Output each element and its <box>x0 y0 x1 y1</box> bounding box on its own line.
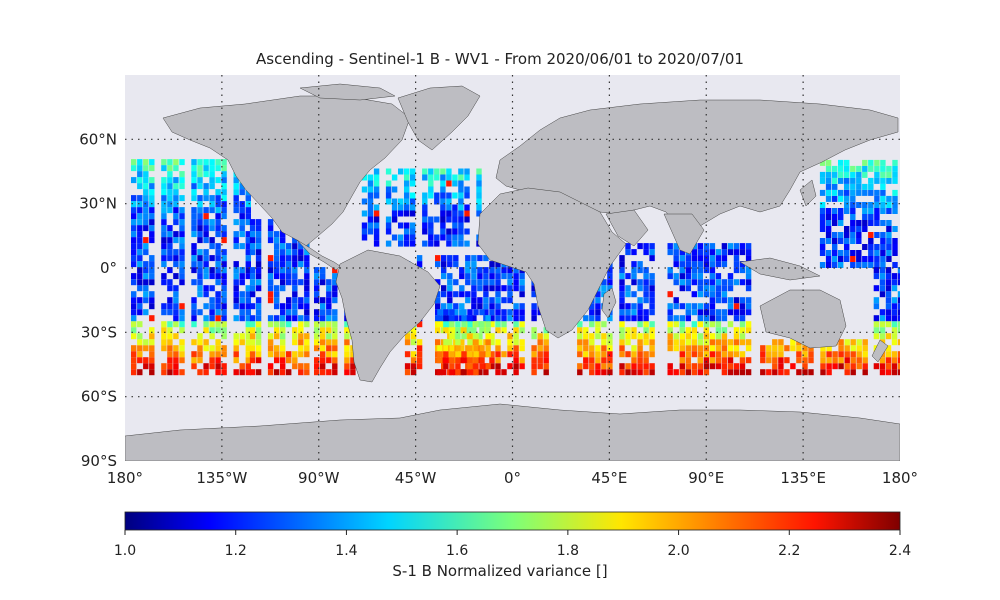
map-title: Ascending - Sentinel-1 B - WV1 - From 20… <box>256 50 744 68</box>
longitude-label: 180° <box>882 469 918 487</box>
land-indonesia <box>739 257 821 281</box>
longitude-label: 90°W <box>298 469 340 487</box>
land-japan <box>799 179 817 207</box>
latitude-label: 90°S <box>81 452 117 470</box>
latitude-label: 30°N <box>79 195 117 213</box>
colorbar-tick-label: 1.0 <box>114 543 136 559</box>
colorbar <box>124 511 901 531</box>
colorbar-tick-label: 1.6 <box>446 543 468 559</box>
colorbar-title: S-1 B Normalized variance [] <box>392 562 608 580</box>
colorbar-tick-label: 2.4 <box>889 543 911 559</box>
colorbar-tick-label: 1.8 <box>557 543 579 559</box>
land-arabia <box>605 209 649 247</box>
land-new-zealand <box>871 339 889 363</box>
land-arctic-islands <box>299 83 396 101</box>
latitude-label: 60°S <box>81 388 117 406</box>
longitude-labels: 180° 135°W 90°W 45°W 0° 45°E 90°E 135°E 180° <box>107 469 918 487</box>
longitude-label: 135°W <box>196 469 247 487</box>
colorbar-tick-label: 1.4 <box>335 543 357 559</box>
colorbar-tick-label: 1.2 <box>225 543 247 559</box>
land-africa <box>477 187 627 339</box>
land-india <box>663 213 705 255</box>
latitude-label: 60°N <box>79 130 117 148</box>
latitude-labels: 60°N 30°N 0° 30°S 60°S 90°S <box>79 130 117 470</box>
latitude-label: 30°S <box>81 323 117 341</box>
colorbar-tick-label: 2.2 <box>778 543 800 559</box>
longitude-label: 45°W <box>395 469 437 487</box>
longitude-label: 135°E <box>780 469 826 487</box>
land-australia <box>759 289 847 349</box>
longitude-label: 90°E <box>688 469 724 487</box>
land-greenland <box>397 85 481 151</box>
colorbar-ticks: 1.0 1.2 1.4 1.6 1.8 2.0 2.2 2.4 <box>114 530 911 559</box>
colorbar-tick-label: 2.0 <box>667 543 689 559</box>
land-south-america <box>335 249 441 383</box>
longitude-label: 180° <box>107 469 143 487</box>
longitude-label: 45°E <box>591 469 627 487</box>
longitude-label: 0° <box>504 469 521 487</box>
latitude-label: 0° <box>100 259 117 277</box>
